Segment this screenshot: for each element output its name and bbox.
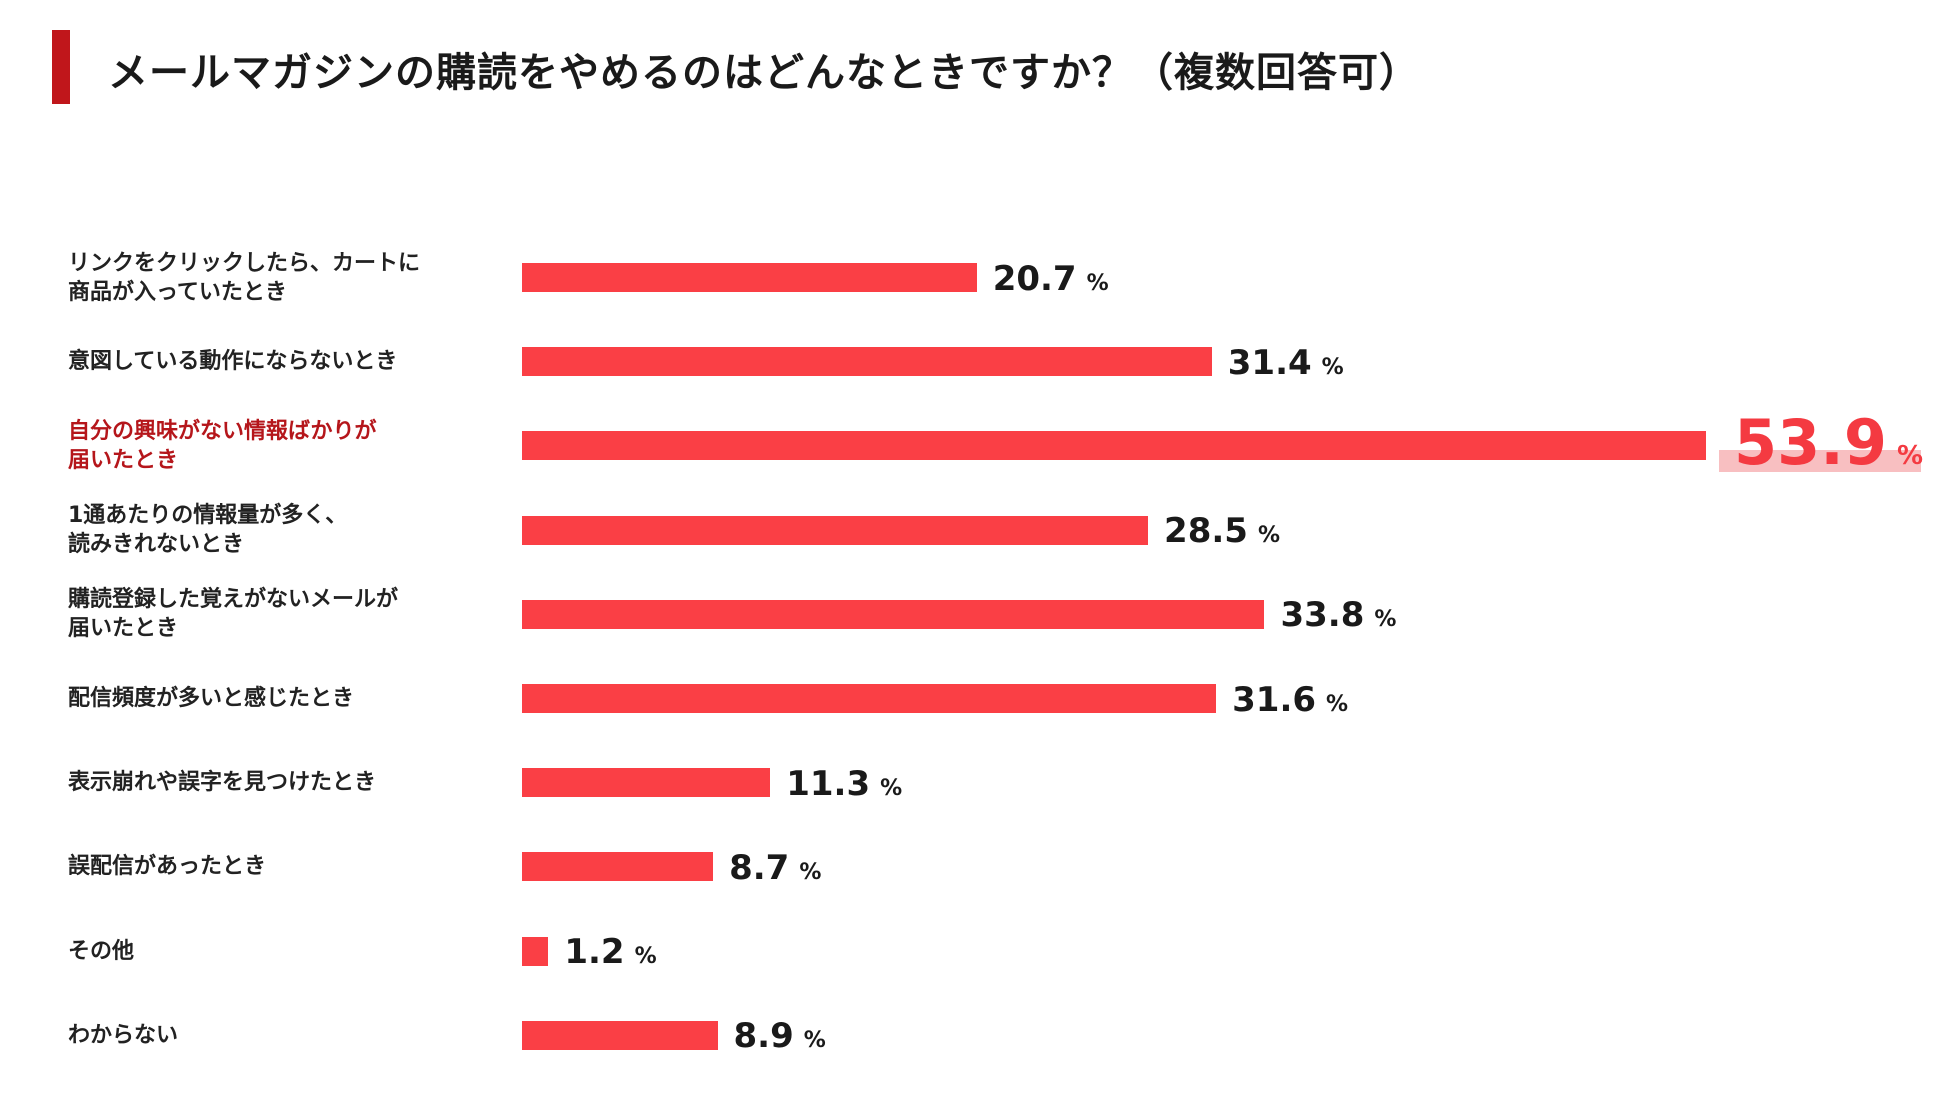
title-accent-bar [52, 30, 70, 104]
value-number: 33.8 [1280, 595, 1365, 636]
value-label: 11.3% [786, 767, 902, 801]
highlight-marker [1719, 449, 1921, 472]
value-unit: % [1326, 691, 1349, 717]
value-unit: % [1086, 270, 1109, 296]
bar [522, 599, 1265, 629]
value-label: 31.6% [1232, 683, 1348, 717]
category-label: 購読登録した覚えがないメールが 届いたとき [68, 585, 498, 643]
category-label-line: 届いたとき [68, 616, 179, 642]
category-label-line: 商品が入っていたとき [68, 279, 287, 305]
category-label: 誤配信があったとき [68, 852, 498, 881]
bar [522, 936, 549, 966]
value-label: 33.8% [1280, 598, 1396, 632]
value-unit: % [1896, 440, 1924, 471]
value-label: 31.4% [1228, 346, 1344, 380]
category-label: 表示崩れや誤字を見つけたとき [68, 768, 498, 797]
category-label: 1通あたりの情報量が多く、 読みきれないとき [68, 501, 498, 559]
category-label-line: 購読登録した覚えがないメールが [68, 587, 399, 613]
value-number: 8.7 [729, 847, 790, 888]
value-number: 1.2 [564, 932, 625, 973]
bar [522, 768, 771, 798]
bar [522, 852, 714, 882]
category-label-line: 読みきれないとき [68, 532, 245, 558]
value-number: 20.7 [992, 258, 1077, 299]
category-label-line: 届いたとき [68, 447, 179, 473]
category-label-line: その他 [68, 938, 135, 964]
bar [522, 431, 1706, 461]
value-label: 8.7% [729, 851, 821, 885]
bar [522, 263, 977, 292]
value-number: 8.9 [733, 1016, 794, 1057]
value-number: 31.6 [1232, 679, 1317, 720]
category-label-line: 1通あたりの情報量が多く、 [68, 503, 348, 529]
value-unit: % [1257, 523, 1280, 549]
bar [522, 1020, 718, 1050]
value-number: 11.3 [786, 763, 871, 804]
value-number: 31.4 [1227, 342, 1312, 383]
value-label: 20.7% [993, 262, 1109, 296]
category-label-line: わからない [68, 1022, 179, 1048]
value-unit: % [799, 859, 822, 885]
value-number: 28.5 [1164, 511, 1248, 552]
category-label: 自分の興味がない情報ばかりが 届いたとき [68, 417, 498, 475]
chart-title: メールマガジンの購読をやめるのはどんなときですか？（複数回答可） [108, 50, 1420, 96]
category-label: その他 [68, 937, 498, 966]
category-label: リンクをクリックしたら、カートに 商品が入っていたとき [68, 249, 498, 307]
category-label-line: 表示崩れや誤字を見つけたとき [68, 770, 377, 796]
value-unit: % [1321, 354, 1344, 380]
value-unit: % [634, 944, 657, 970]
category-label: 配信頻度が多いと感じたとき [68, 684, 498, 713]
value-number: 53.9 [1734, 405, 1887, 479]
value-unit: % [1374, 607, 1397, 633]
value-label: 28.5% [1164, 514, 1280, 548]
category-label-line: 誤配信があったとき [68, 854, 267, 880]
bar [522, 347, 1212, 377]
value-unit: % [880, 775, 903, 801]
category-label-line: リンクをクリックしたら、カートに [68, 250, 421, 276]
value-label: 1.2% [564, 935, 656, 969]
category-label-line: 意図している動作にならないとき [68, 349, 398, 375]
value-label: 53.9% [1734, 411, 1924, 474]
value-unit: % [803, 1028, 826, 1054]
category-label-line: 配信頻度が多いと感じたとき [68, 686, 355, 711]
category-label: 意図している動作にならないとき [68, 347, 498, 376]
category-label-line: 自分の興味がない情報ばかりが [68, 418, 377, 444]
bar [522, 515, 1149, 545]
category-label: わからない [68, 1021, 498, 1050]
value-label: 8.9% [734, 1019, 826, 1053]
bar [522, 684, 1217, 713]
